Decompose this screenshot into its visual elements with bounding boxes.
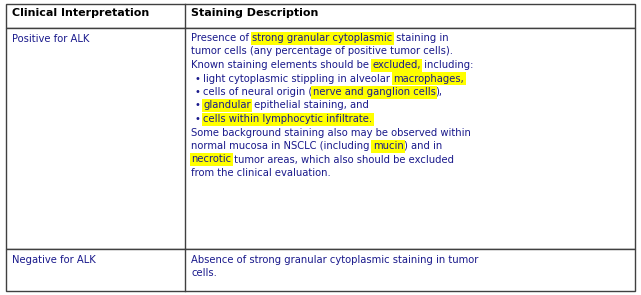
Text: •: • <box>194 114 200 124</box>
Text: nerve and ganglion cells: nerve and ganglion cells <box>313 87 435 97</box>
Text: Presence of: Presence of <box>191 33 253 43</box>
Text: mucin: mucin <box>373 141 404 151</box>
Text: strong granular cytoplasmic: strong granular cytoplasmic <box>253 33 393 43</box>
Text: cells of neural origin (: cells of neural origin ( <box>203 87 313 97</box>
Text: epithelial staining, and: epithelial staining, and <box>251 101 369 111</box>
Text: normal mucosa in NSCLC (including: normal mucosa in NSCLC (including <box>191 141 373 151</box>
Text: Some background staining also may be observed within: Some background staining also may be obs… <box>191 127 471 137</box>
Bar <box>6 28 635 249</box>
Text: excluded,: excluded, <box>372 60 421 70</box>
Text: Clinical Interpretation: Clinical Interpretation <box>12 8 149 18</box>
Text: light cytoplasmic stippling in alveolar: light cytoplasmic stippling in alveolar <box>203 73 394 83</box>
Text: Positive for ALK: Positive for ALK <box>12 34 89 44</box>
Text: cells within lymphocytic infiltrate.: cells within lymphocytic infiltrate. <box>203 114 372 124</box>
Text: tumor areas, which also should be excluded: tumor areas, which also should be exclud… <box>231 155 454 165</box>
Text: glandular: glandular <box>203 101 251 111</box>
Text: macrophages,: macrophages, <box>394 73 464 83</box>
Text: tumor cells (any percentage of positive tumor cells).: tumor cells (any percentage of positive … <box>191 47 453 57</box>
Text: staining in: staining in <box>393 33 448 43</box>
Text: Staining Description: Staining Description <box>191 8 319 18</box>
Text: •: • <box>194 101 200 111</box>
Bar <box>6 4 635 28</box>
Text: •: • <box>194 87 200 97</box>
Text: Known staining elements should be: Known staining elements should be <box>191 60 372 70</box>
Text: ) and in: ) and in <box>404 141 442 151</box>
Text: from the clinical evaluation.: from the clinical evaluation. <box>191 168 331 178</box>
Text: Absence of strong granular cytoplasmic staining in tumor: Absence of strong granular cytoplasmic s… <box>191 255 479 265</box>
Text: cells.: cells. <box>191 268 217 278</box>
Text: Negative for ALK: Negative for ALK <box>12 255 96 265</box>
Text: •: • <box>194 73 200 83</box>
Text: ),: ), <box>435 87 442 97</box>
Text: including:: including: <box>421 60 473 70</box>
Text: necrotic: necrotic <box>191 155 231 165</box>
Bar <box>6 249 635 291</box>
